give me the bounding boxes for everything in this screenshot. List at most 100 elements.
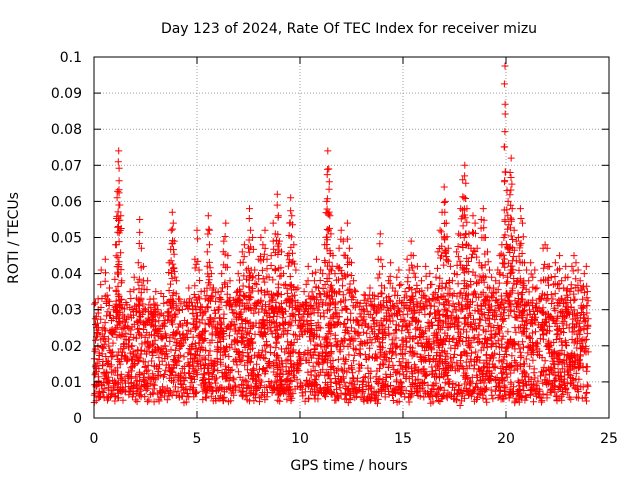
- data-point: [424, 318, 432, 326]
- data-point: [507, 154, 515, 162]
- data-point: [238, 391, 246, 399]
- data-point: [534, 377, 542, 385]
- data-point: [275, 237, 283, 245]
- data-point: [162, 366, 170, 374]
- data-point: [345, 385, 353, 393]
- data-point: [367, 391, 375, 399]
- data-point: [446, 285, 454, 293]
- data-point: [580, 314, 587, 322]
- data-point: [353, 377, 361, 385]
- data-point: [389, 397, 397, 404]
- data-point: [286, 377, 294, 384]
- data-point: [139, 262, 147, 270]
- data-point: [109, 376, 117, 384]
- data-point: [186, 374, 194, 382]
- data-point: [447, 364, 455, 372]
- data-point: [507, 270, 515, 277]
- data-point: [193, 226, 201, 234]
- data-point: [508, 180, 516, 188]
- data-point: [461, 314, 469, 322]
- data-point: [327, 281, 335, 289]
- x-tick-label: 20: [497, 431, 515, 447]
- data-point: [298, 389, 306, 397]
- data-point: [119, 396, 127, 404]
- data-point: [210, 306, 218, 314]
- data-point: [288, 394, 296, 402]
- data-point: [191, 264, 199, 272]
- data-point: [239, 337, 247, 345]
- data-point: [482, 395, 490, 403]
- data-point: [360, 374, 368, 381]
- data-point: [336, 381, 343, 389]
- data-point: [126, 336, 134, 344]
- data-point: [335, 288, 343, 296]
- data-point: [137, 296, 145, 304]
- data-point: [542, 319, 550, 326]
- data-point: [457, 330, 465, 338]
- data-point: [471, 307, 479, 315]
- data-point: [397, 350, 405, 357]
- data-point: [213, 328, 221, 336]
- data-point: [572, 275, 580, 283]
- data-point: [494, 322, 502, 329]
- data-point: [189, 309, 197, 317]
- data-point: [158, 335, 166, 343]
- data-point: [148, 357, 156, 365]
- data-point: [181, 369, 189, 377]
- x-tick-label: 10: [291, 431, 309, 447]
- data-point: [134, 259, 142, 267]
- data-point: [354, 318, 362, 326]
- data-point: [378, 290, 386, 298]
- data-point: [501, 347, 509, 355]
- data-point: [566, 288, 574, 296]
- data-point: [118, 331, 126, 339]
- data-point: [519, 338, 527, 346]
- data-point: [537, 368, 545, 376]
- data-point: [323, 368, 331, 376]
- data-point: [460, 326, 468, 334]
- data-point: [568, 336, 576, 343]
- data-point: [150, 295, 158, 303]
- data-point: [121, 352, 129, 360]
- data-point: [129, 387, 137, 395]
- data-point: [273, 236, 280, 244]
- data-point: [258, 378, 266, 386]
- data-point: [109, 314, 117, 322]
- data-point: [484, 314, 492, 322]
- data-point: [248, 274, 256, 282]
- data-point: [408, 379, 416, 387]
- data-point: [411, 367, 419, 375]
- data-point: [515, 295, 522, 302]
- data-point: [506, 391, 514, 399]
- data-point: [164, 353, 172, 361]
- data-point: [243, 336, 251, 344]
- data-point: [261, 244, 269, 252]
- data-point: [557, 338, 565, 346]
- data-point: [478, 264, 486, 272]
- data-point: [292, 367, 300, 374]
- data-point: [118, 277, 126, 285]
- data-point: [149, 349, 156, 357]
- data-point: [508, 205, 516, 213]
- data-point: [456, 257, 464, 265]
- data-point: [511, 324, 519, 332]
- data-point: [117, 249, 125, 257]
- data-point: [190, 291, 198, 298]
- data-point: [236, 358, 244, 365]
- data-point: [280, 270, 287, 278]
- data-point: [305, 395, 312, 403]
- data-point: [117, 355, 125, 363]
- data-point: [396, 308, 403, 316]
- data-point: [251, 280, 259, 287]
- data-point: [246, 304, 254, 312]
- data-point: [249, 338, 257, 346]
- data-point: [366, 284, 374, 292]
- data-point: [134, 329, 142, 337]
- data-point: [297, 303, 305, 311]
- data-point: [350, 277, 358, 285]
- data-point: [434, 306, 442, 314]
- data-point: [514, 388, 522, 395]
- data-point: [442, 250, 449, 258]
- data-point: [547, 379, 555, 387]
- data-point: [541, 241, 549, 249]
